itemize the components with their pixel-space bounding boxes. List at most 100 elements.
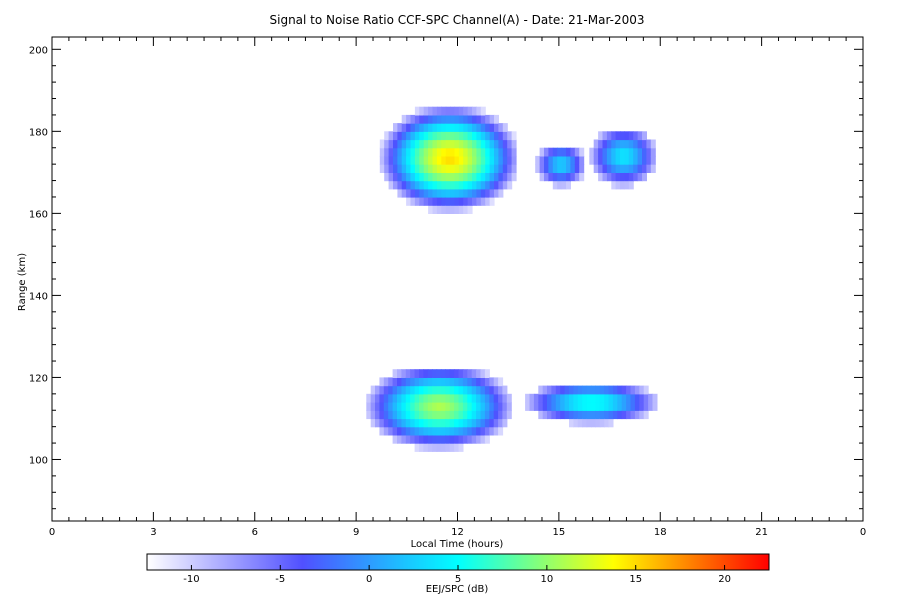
heatmap-cell: [471, 393, 477, 403]
heatmap-cell: [432, 139, 438, 149]
heatmap-cell: [405, 426, 411, 436]
heatmap-cell: [454, 385, 460, 395]
heatmap-cell: [582, 410, 588, 420]
heatmap-cell: [489, 147, 495, 157]
heatmap-cell: [595, 418, 601, 428]
heatmap-cell: [427, 434, 433, 444]
heatmap-cell: [436, 147, 442, 157]
heatmap-cell: [419, 106, 425, 116]
heatmap-cell: [507, 155, 513, 165]
heatmap-cell: [432, 106, 438, 116]
x-tick-label: 18: [654, 527, 667, 538]
heatmap-cell: [414, 172, 420, 182]
heatmap-cell: [454, 188, 460, 198]
heatmap-cell: [414, 155, 420, 165]
heatmap-cell: [419, 188, 425, 198]
heatmap-cell: [454, 426, 460, 436]
heatmap-cell: [454, 197, 460, 206]
heatmap-cell: [552, 172, 558, 182]
heatmap-cell: [506, 393, 512, 403]
heatmap-cell: [472, 172, 477, 182]
heatmap-cell: [480, 197, 486, 206]
heatmap-cell: [626, 402, 632, 411]
heatmap-cell: [441, 188, 447, 198]
heatmap-cell: [414, 131, 420, 141]
heatmap-cell: [611, 155, 617, 165]
heatmap-cell: [366, 402, 372, 411]
heatmap-cell: [544, 164, 549, 173]
heatmap-cell: [423, 180, 429, 190]
heatmap-cell: [410, 369, 416, 378]
heatmap-cell: [397, 164, 403, 173]
heatmap-cell: [507, 131, 513, 141]
heatmap-cell: [436, 188, 442, 198]
heatmap-cell: [494, 180, 499, 190]
heatmap-cell: [441, 131, 447, 141]
heatmap-cell: [467, 426, 473, 436]
heatmap-cell: [379, 418, 385, 428]
heatmap-cell: [485, 147, 491, 157]
heatmap-cell: [480, 410, 486, 420]
heatmap-cell: [419, 164, 425, 173]
heatmap-cell: [633, 172, 639, 182]
heatmap-cell: [441, 180, 447, 190]
heatmap-cell: [489, 393, 495, 403]
heatmap-cell: [620, 180, 625, 190]
heatmap-cell: [507, 180, 513, 190]
heatmap-cell: [436, 377, 442, 387]
heatmap-cell: [463, 180, 469, 190]
heatmap-cell: [502, 164, 508, 173]
heatmap-cell: [598, 147, 604, 157]
heatmap-cell: [419, 402, 424, 411]
heatmap-cell: [397, 385, 402, 395]
heatmap-cell: [498, 377, 504, 387]
heatmap-cell: [445, 147, 451, 157]
heatmap-cell: [454, 155, 460, 165]
heatmap-cell: [405, 410, 411, 420]
heatmap-cell: [484, 393, 490, 403]
heatmap-cell: [480, 172, 486, 182]
colorbar-tick-label: -5: [275, 574, 285, 585]
heatmap-cell: [445, 369, 451, 378]
heatmap-cell: [472, 147, 477, 157]
heatmap-cell: [375, 393, 380, 403]
heatmap-cell: [401, 188, 407, 198]
heatmap-cell: [642, 139, 647, 149]
heatmap-cell: [552, 155, 558, 165]
heatmap-cell: [445, 205, 451, 214]
heatmap-cell: [480, 147, 486, 157]
heatmap-cell: [432, 172, 438, 182]
heatmap-cell: [648, 402, 654, 411]
heatmap-cell: [450, 147, 456, 157]
heatmap-cell: [432, 410, 438, 420]
heatmap-cell: [598, 164, 604, 173]
heatmap-cell: [579, 147, 585, 157]
heatmap-cell: [458, 164, 464, 173]
heatmap-cell: [419, 197, 425, 206]
heatmap-cell: [370, 393, 376, 403]
heatmap-cell: [615, 131, 621, 141]
heatmap-cell: [406, 131, 412, 141]
heatmap-cell: [445, 172, 451, 182]
heatmap-cell: [570, 172, 576, 182]
y-tick-label: 160: [29, 209, 48, 220]
heatmap-cell: [626, 393, 632, 403]
heatmap-cell: [602, 155, 608, 165]
heatmap-cell: [498, 147, 504, 157]
heatmap-cell: [441, 114, 447, 124]
heatmap-cell: [445, 131, 451, 141]
heatmap-cell: [595, 393, 601, 403]
heatmap-cell: [480, 434, 486, 444]
heatmap-cell: [445, 114, 451, 124]
heatmap-cell: [427, 377, 433, 387]
x-tick-label: 6: [252, 527, 258, 538]
heatmap-cell: [467, 393, 473, 403]
heatmap-cell: [570, 155, 576, 165]
heatmap-cell: [538, 410, 544, 420]
heatmap-cell: [454, 106, 460, 116]
heatmap-cell: [472, 180, 477, 190]
heatmap-cell: [539, 172, 545, 182]
heatmap-cell: [450, 155, 456, 165]
heatmap-cell: [445, 418, 451, 428]
heatmap-cell: [449, 426, 455, 436]
